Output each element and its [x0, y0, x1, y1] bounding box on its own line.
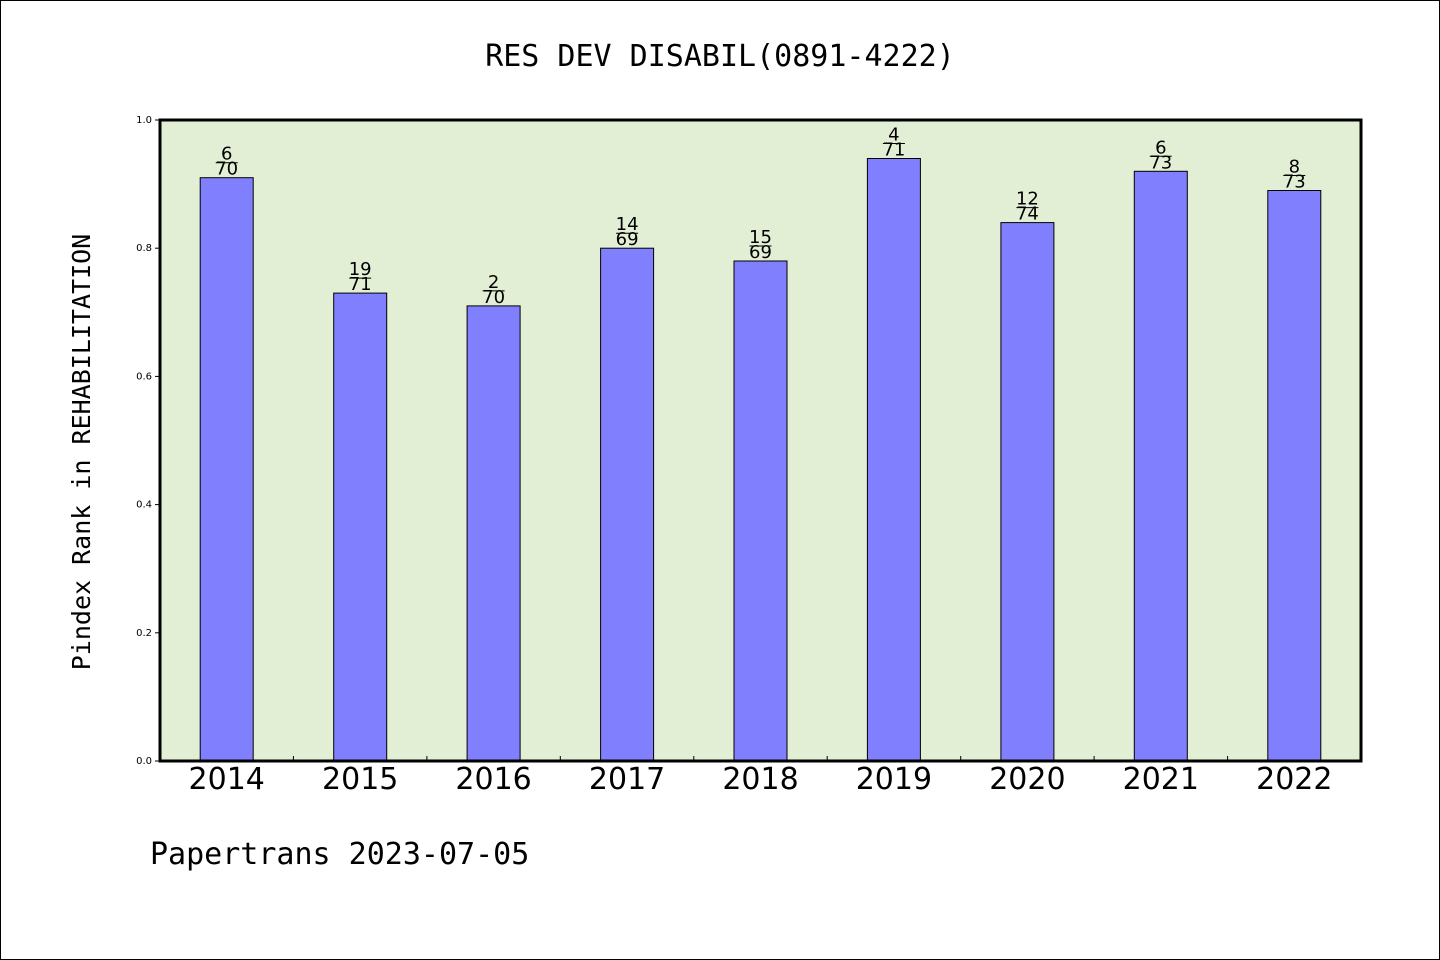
bar-2016: [466, 305, 521, 762]
y-axis-label: Pindex Rank in REHABILITATION: [67, 234, 96, 671]
x-tick-label: 2018: [722, 762, 798, 797]
y-tick-label: 0.6: [136, 371, 152, 382]
bar-rank-label: 15: [749, 227, 772, 248]
x-tick-label: 2016: [455, 762, 531, 797]
bar-rank-label: 8: [1289, 157, 1300, 178]
bar-rank-label: 6: [1155, 137, 1166, 158]
bar-2017: [600, 247, 655, 762]
x-axis: 2014 2015 2016 2017 2018 2019 2020 2021 2022: [189, 756, 1332, 797]
bar-2022: [1267, 190, 1322, 762]
y-axis: 0.0 0.2 0.4 0.6 0.8 1.0: [136, 115, 160, 767]
bar-rank-label: 2: [488, 272, 499, 293]
y-tick-label: 0.0: [136, 756, 152, 767]
bar-rank-label: 4: [888, 125, 899, 146]
bar-total-label: 71: [349, 274, 372, 295]
bar-total-label: 74: [1016, 204, 1039, 225]
x-tick-label: 2017: [589, 762, 665, 797]
bar-2019: [866, 158, 921, 762]
bar-total-label: 70: [215, 159, 238, 180]
y-tick-label: 1.0: [136, 115, 152, 126]
bar-total-label: 73: [1283, 172, 1306, 193]
y-tick-label: 0.4: [136, 500, 152, 511]
x-tick-label: 2020: [989, 762, 1065, 797]
bar-total-label: 71: [882, 140, 905, 161]
bar-rank-label: 12: [1016, 189, 1039, 210]
footer-credit: Papertrans 2023-07-05: [150, 837, 529, 872]
bar-rank-label: 14: [616, 214, 639, 235]
x-tick-label: 2014: [189, 762, 265, 797]
bar-2020: [1000, 222, 1055, 762]
bar-2018: [733, 260, 788, 762]
x-tick-label: 2019: [856, 762, 932, 797]
y-tick-label: 0.2: [136, 628, 152, 639]
x-tick-label: 2021: [1123, 762, 1199, 797]
x-tick-label: 2022: [1256, 762, 1332, 797]
chart-title: RES DEV DISABIL(0891-4222): [485, 39, 955, 74]
bars-group: [199, 158, 1322, 762]
bar-total-label: 73: [1149, 152, 1172, 173]
plot-border: [158, 118, 1363, 763]
bar-total-label: 70: [482, 287, 505, 308]
y-tick-label: 0.8: [136, 243, 152, 254]
bar-rank-label: 6: [221, 144, 232, 165]
bar-2021: [1133, 170, 1188, 762]
bar-rank-label: 19: [349, 259, 372, 280]
bar-total-label: 69: [616, 229, 639, 250]
bar-total-label: 69: [749, 242, 772, 263]
bar-2015: [333, 292, 388, 762]
bar-2014: [199, 177, 254, 762]
x-tick-label: 2015: [322, 762, 398, 797]
